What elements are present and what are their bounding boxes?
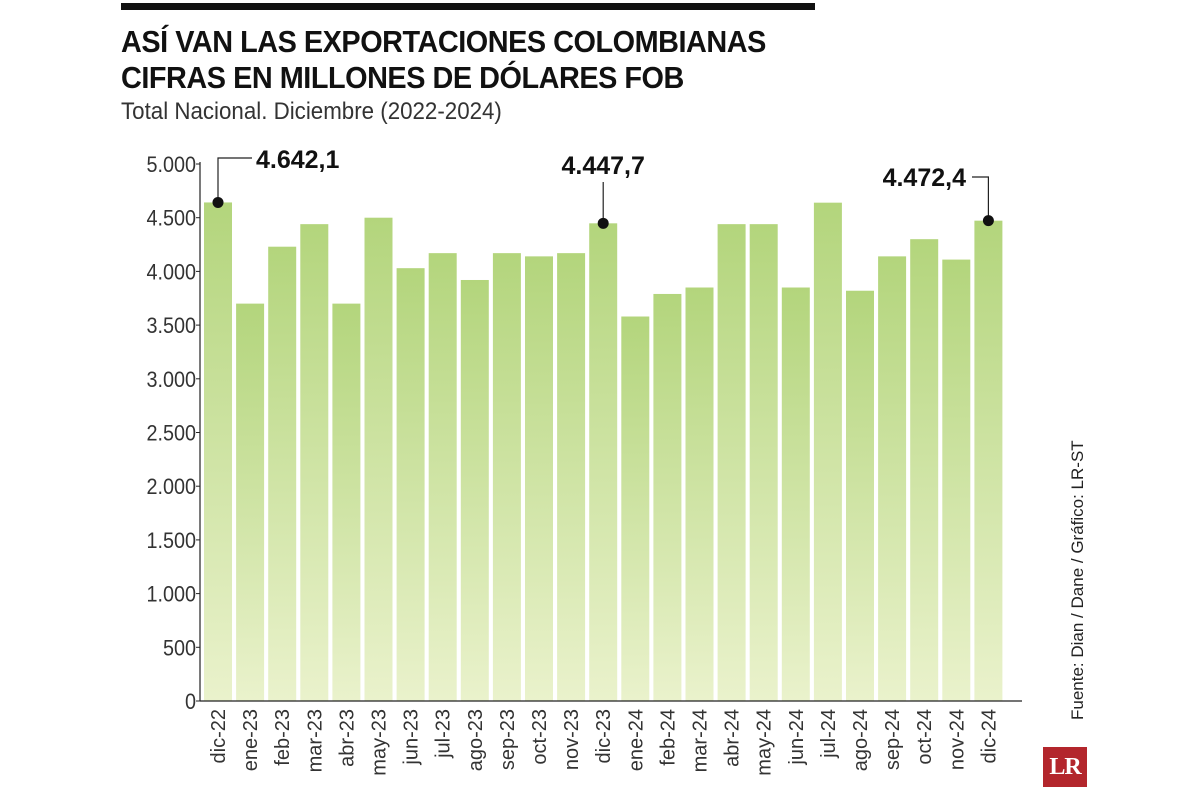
x-tick-label: abr-23	[336, 709, 358, 767]
bar-mar-23	[300, 224, 329, 702]
bar-ago-23	[460, 279, 489, 701]
y-tick-label: 3.500	[146, 314, 196, 338]
bar-oct-24	[910, 239, 939, 701]
bar-dic-23	[589, 223, 618, 701]
bar-dic-22	[204, 202, 232, 701]
annotation-dot	[212, 196, 224, 208]
bar-dic-24	[974, 220, 1003, 701]
y-tick-label: 5.000	[146, 153, 196, 177]
x-tick-label: mar-24	[690, 709, 712, 772]
bar-ene-23	[236, 303, 265, 701]
x-tick-label: abr-24	[722, 709, 744, 767]
chart-title-line2: CIFRAS EN MILLONES DE DÓLARES FOB	[121, 60, 684, 95]
annotation-leader	[217, 157, 252, 203]
bar-feb-24	[653, 293, 682, 701]
y-tick-label: 3.000	[146, 368, 196, 392]
bar-abr-23	[332, 303, 361, 701]
bar-may-24	[749, 224, 778, 702]
x-axis: dic-22 ene-23 feb-23 mar-23 abr-23 may-23 jun-…	[200, 700, 1022, 776]
chart-title: ASÍ VAN LAS EXPORTACIONES COLOMBIANAS CI…	[121, 24, 791, 96]
x-tick-label: sep-23	[497, 709, 519, 770]
bar-nov-23	[557, 253, 586, 701]
x-tick-label: may-23	[369, 709, 391, 776]
annotation-label: 4.472,4	[883, 164, 967, 192]
bar-sep-23	[492, 253, 521, 701]
bar-jun-23	[396, 268, 425, 701]
bar-abr-24	[717, 224, 746, 702]
bar-feb-23	[268, 246, 297, 701]
annotations: 4.642,1 4.447,7 4.472,4	[212, 146, 994, 229]
x-tick-label: dic-24	[978, 709, 1000, 763]
bar-jul-23	[428, 253, 457, 701]
x-tick-label: ene-23	[240, 709, 262, 771]
x-tick-label: jul-23	[433, 709, 455, 759]
bar-sep-24	[878, 256, 907, 701]
y-tick-label: 500	[163, 636, 196, 660]
y-tick-label: 0	[185, 690, 196, 714]
annotation-label: 4.447,7	[561, 152, 644, 180]
y-tick-label: 4.000	[146, 260, 196, 284]
y-tick-label: 2.000	[146, 475, 196, 499]
bar-jul-24	[813, 202, 842, 701]
x-tick-label: nov-24	[946, 709, 968, 770]
x-tick-label: sep-24	[882, 709, 904, 770]
annotation-label: 4.642,1	[256, 146, 340, 174]
source-note: Fuente: Dian / Dane / Gráfico: LR-ST	[1068, 440, 1087, 720]
annotation-dot	[597, 217, 609, 229]
annotation-dot	[982, 215, 994, 227]
y-tick-label: 2.500	[146, 422, 196, 446]
chart-subtitle: Total Nacional. Diciembre (2022-2024)	[121, 98, 502, 125]
bars	[204, 202, 1003, 702]
x-tick-label: ene-24	[625, 709, 647, 771]
x-tick-label: jul-24	[818, 709, 840, 759]
x-tick-label: jun-23	[401, 709, 423, 766]
y-axis: 0 500 1.000 1.500 2.000 2.500 3.000 3.500 4.000 4…	[146, 153, 201, 714]
x-tick-label: dic-22	[208, 709, 230, 763]
x-tick-label: ago-24	[850, 709, 872, 771]
y-tick-label: 1.000	[146, 583, 196, 607]
x-tick-label: jun-24	[786, 709, 808, 766]
x-tick-label: mar-23	[304, 709, 326, 772]
bar-oct-23	[525, 256, 553, 701]
bar-jun-24	[781, 287, 810, 701]
x-tick-label: feb-24	[657, 709, 679, 766]
x-tick-label: dic-23	[593, 709, 615, 763]
bar-ago-24	[846, 290, 874, 701]
x-tick-label: may-24	[754, 709, 776, 776]
y-tick-label: 1.500	[146, 529, 196, 553]
lr-logo: LR	[1043, 747, 1087, 787]
top-rule	[121, 3, 815, 10]
bar-nov-24	[942, 259, 971, 701]
bar-may-23	[364, 217, 393, 701]
annotation-leader	[972, 176, 989, 221]
x-tick-label: oct-24	[914, 709, 936, 765]
x-tick-label: nov-23	[561, 709, 583, 770]
x-tick-label: ago-23	[465, 709, 487, 771]
bar-ene-24	[621, 316, 650, 701]
y-tick-label: 4.500	[146, 207, 196, 231]
bar-mar-24	[685, 287, 714, 701]
x-tick-label: oct-23	[529, 709, 551, 765]
x-tick-label: feb-23	[272, 709, 294, 766]
chart-title-line1: ASÍ VAN LAS EXPORTACIONES COLOMBIANAS	[121, 24, 766, 59]
